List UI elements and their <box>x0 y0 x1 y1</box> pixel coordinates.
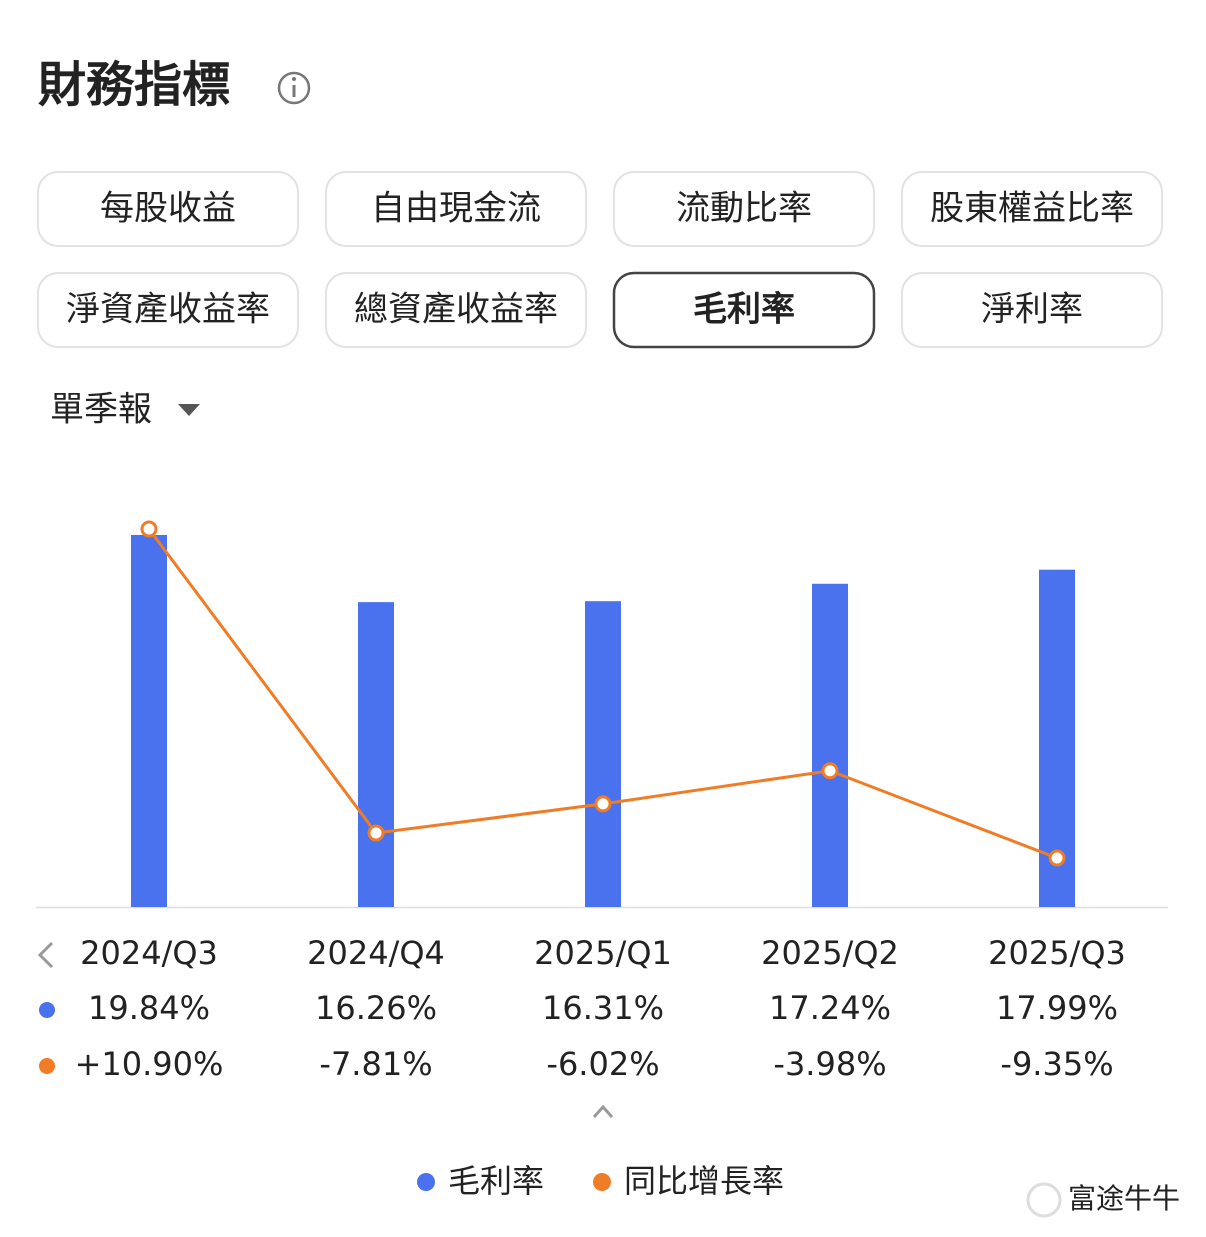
category-label: 2025/Q2 <box>761 934 899 972</box>
bar <box>585 601 621 907</box>
category-label: 2025/Q3 <box>988 934 1126 972</box>
bar <box>812 583 848 907</box>
tab[interactable] <box>37 272 299 348</box>
tab-label[interactable]: 總資產收益率 <box>354 290 558 330</box>
tab-label[interactable]: 毛利率 <box>693 290 795 330</box>
tab[interactable] <box>613 171 875 247</box>
line-point <box>821 762 839 780</box>
tab[interactable] <box>325 272 587 348</box>
line-point <box>140 520 158 538</box>
value-label: -7.81% <box>319 1045 432 1083</box>
info-icon[interactable] <box>277 71 311 105</box>
row-marker <box>39 1058 55 1074</box>
category-label: 2024/Q3 <box>80 934 218 972</box>
value-label: -9.35% <box>1000 1045 1113 1083</box>
page-title: 財務指標 <box>38 57 230 113</box>
tab-label[interactable]: 淨資產收益率 <box>66 290 270 330</box>
tab-label[interactable]: 自由現金流 <box>371 189 541 229</box>
value-label: 16.31% <box>542 989 664 1027</box>
category-label: 2024/Q4 <box>307 934 445 972</box>
value-label: 17.99% <box>996 989 1118 1027</box>
tab-label[interactable]: 每股收益 <box>100 189 236 229</box>
value-label: 16.26% <box>315 989 437 1027</box>
tab[interactable] <box>37 171 299 247</box>
legend-label: 毛利率 <box>448 1162 544 1200</box>
line-point <box>367 824 385 842</box>
line-point <box>594 795 612 813</box>
scroll-left[interactable] <box>37 941 54 969</box>
legend-marker <box>593 1173 611 1191</box>
bar <box>131 535 167 907</box>
legend-label: 同比增長率 <box>624 1162 784 1200</box>
value-label: +10.90% <box>75 1045 224 1083</box>
tab[interactable] <box>612 271 876 349</box>
watermark-logo <box>1026 1182 1062 1218</box>
value-label: 17.24% <box>769 989 891 1027</box>
value-label: 19.84% <box>88 989 210 1027</box>
tab[interactable] <box>901 272 1163 348</box>
tab[interactable] <box>901 171 1163 247</box>
line-point <box>1048 849 1066 867</box>
tab-label[interactable]: 流動比率 <box>676 189 812 229</box>
value-label: -6.02% <box>546 1045 659 1083</box>
tab[interactable] <box>325 171 587 247</box>
tab-label[interactable]: 淨利率 <box>981 290 1083 330</box>
dropdown-arrow[interactable] <box>178 404 200 416</box>
row-marker <box>39 1002 55 1018</box>
tab-label[interactable]: 股東權益比率 <box>930 189 1134 229</box>
legend-marker <box>417 1173 435 1191</box>
collapse-toggle[interactable] <box>592 1104 614 1119</box>
watermark: 富途牛牛 <box>1068 1182 1180 1215</box>
bar <box>358 602 394 907</box>
value-label: -3.98% <box>773 1045 886 1083</box>
period-selector[interactable]: 單季報 <box>50 390 152 430</box>
category-label: 2025/Q1 <box>534 934 672 972</box>
